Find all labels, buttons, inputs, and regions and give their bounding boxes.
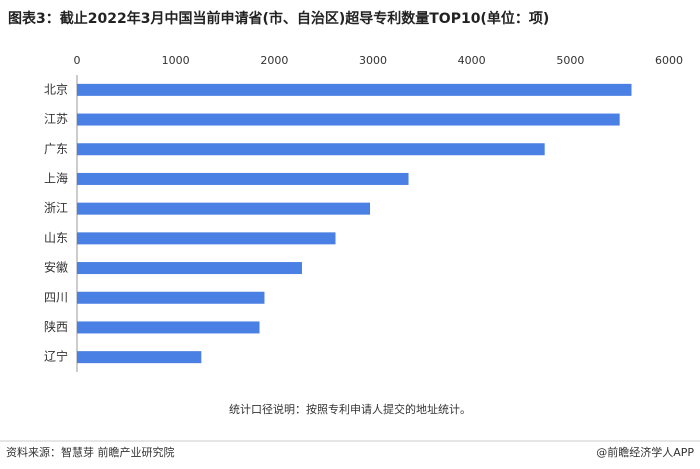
y-tick-label: 辽宁 <box>44 349 68 364</box>
bar <box>77 232 336 245</box>
bar <box>77 113 620 126</box>
y-tick-label: 四川 <box>44 290 68 304</box>
bar <box>77 291 265 304</box>
bar <box>77 351 202 364</box>
bar <box>77 262 302 275</box>
y-tick-label: 安徽 <box>44 260 68 275</box>
chart-title: 图表3：截止2022年3月中国当前申请省(市、自治区)超导专利数量TOP10(单… <box>8 10 549 27</box>
y-tick-label: 陕西 <box>44 319 68 334</box>
source: 资料来源：智慧芽 前瞻产业研究院 <box>6 445 175 459</box>
brand: @前瞻经济学人APP <box>596 445 694 459</box>
bar <box>77 83 632 96</box>
x-tick-label: 4000 <box>458 54 486 67</box>
bar <box>77 143 545 156</box>
y-tick-label: 浙江 <box>44 201 68 215</box>
bar <box>77 202 371 215</box>
y-tick-label: 广东 <box>44 142 68 156</box>
bar <box>77 321 260 334</box>
y-tick-label: 北京 <box>44 82 68 96</box>
x-tick-label: 6000 <box>655 54 683 67</box>
bar <box>77 172 409 185</box>
x-tick-label: 3000 <box>359 54 387 67</box>
note: 统计口径说明：按照专利申请人提交的地址统计。 <box>229 402 471 416</box>
x-tick-label: 0 <box>74 54 81 67</box>
y-tick-label: 江苏 <box>44 112 68 126</box>
x-tick-label: 5000 <box>556 54 584 67</box>
x-tick-label: 2000 <box>260 54 288 67</box>
y-tick-label: 上海 <box>44 170 68 185</box>
x-tick-label: 1000 <box>162 54 190 67</box>
y-tick-label: 山东 <box>44 231 68 245</box>
